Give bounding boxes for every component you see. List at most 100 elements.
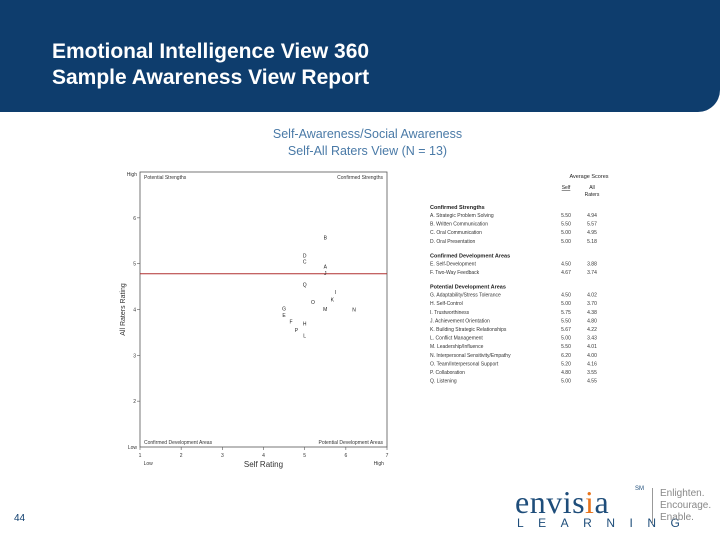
data-point-k: K <box>331 297 335 303</box>
plot-frame <box>139 171 388 448</box>
x-tick-label: 1 <box>139 453 142 459</box>
x-tick-label: 6 <box>344 453 347 459</box>
y-tick-label: 2 <box>133 399 136 405</box>
table-row-label: L. Conflict Management <box>430 336 483 342</box>
table-row-label: C. Oral Communication <box>430 230 482 236</box>
table-row-self: 6.20 <box>561 353 571 359</box>
table-row-all: 4.94 <box>587 213 597 219</box>
slide-title-line-2: Sample Awareness View Report <box>52 66 370 89</box>
table-row-label: O. Team/Interpersonal Support <box>430 361 499 367</box>
table-row-self: 4.50 <box>561 293 571 299</box>
logo-tagline-1: Enlighten. <box>660 488 705 499</box>
quadrant-label-bottom-right: Potential Development Areas <box>319 440 384 446</box>
y-tick-label: 4 <box>133 308 136 314</box>
table-row-label: J. Achievement Orientation <box>430 318 490 324</box>
table-row-label: D. Oral Presentation <box>430 239 476 245</box>
x-tick-label: 7 <box>386 453 389 459</box>
data-point-g: G <box>282 307 286 313</box>
table-col-self: Self <box>562 185 571 191</box>
y-tick-label: 6 <box>133 216 136 222</box>
table-row-label: G. Adaptability/Stress Tolerance <box>430 293 501 299</box>
table-row-all: 4.95 <box>587 230 597 236</box>
logo-divider <box>652 488 653 524</box>
logo-learning: LEARNING <box>517 516 695 530</box>
table-row-self: 5.00 <box>561 239 571 245</box>
table-col-all-2: Raters <box>585 192 600 198</box>
table-row-label: F. Two-Way Feedback <box>430 270 480 276</box>
table-row-label: N. Interpersonal Sensitivity/Empathy <box>430 353 511 359</box>
table-row-all: 5.18 <box>587 239 597 245</box>
slide-title-line-1: Emotional Intelligence View 360 <box>52 40 370 63</box>
table-row-self: 5.50 <box>561 318 571 324</box>
table-row-label: B. Written Communication <box>430 222 488 228</box>
logo-tagline-2: Encourage. <box>660 500 712 511</box>
table-group-heading: Confirmed Development Areas <box>430 253 510 259</box>
table-row-self: 4.67 <box>561 270 571 276</box>
table-row-label: H. Self-Control <box>430 301 463 307</box>
table-row-all: 4.22 <box>587 327 597 333</box>
data-point-a: A <box>324 264 328 270</box>
logo-wordmark: envisia <box>515 484 610 520</box>
table-row-label: E. Self-Development <box>430 261 476 267</box>
table-row-self: 4.80 <box>561 370 571 376</box>
table-group-heading: Confirmed Strengths <box>430 205 485 211</box>
table-row-self: 5.75 <box>561 310 571 316</box>
table-row-all: 3.70 <box>587 301 597 307</box>
data-point-i: I <box>335 290 336 296</box>
quadrant-label-bottom-left: Confirmed Development Areas <box>144 440 213 446</box>
x-high-label: High <box>374 461 385 467</box>
table-row-label: K. Building Strategic Relationships <box>430 327 507 333</box>
table-row-all: 3.74 <box>587 270 597 276</box>
table-row-all: 4.55 <box>587 379 597 385</box>
data-point-b: B <box>324 236 328 242</box>
chart-subtitle: Self-All Raters View (N = 13) <box>287 144 448 158</box>
data-point-e: E <box>282 313 286 319</box>
table-row-label: Q. Listening <box>430 379 457 385</box>
table-row-all: 4.00 <box>587 353 597 359</box>
data-point-j: J <box>324 271 327 277</box>
table-row-label: P. Collaboration <box>430 370 465 376</box>
x-tick-label: 5 <box>303 453 306 459</box>
x-axis-title: Self Rating <box>244 460 283 469</box>
quadrant-label-top-left: Potential Strengths <box>144 175 187 181</box>
data-point-c: C <box>303 259 307 265</box>
table-row-self: 5.50 <box>561 222 571 228</box>
envisia-learning-logo: envisia SM LEARNING Enlighten. Encourage… <box>510 484 712 530</box>
logo-service-mark: SM <box>635 486 644 492</box>
table-row-label: M. Leadership/Influence <box>430 344 484 350</box>
table-title: Average Scores <box>569 174 608 180</box>
y-tick-label: 5 <box>133 262 136 268</box>
table-row-all: 4.16 <box>587 361 597 367</box>
table-row-label: I. Trustworthiness <box>430 310 470 316</box>
data-point-d: D <box>303 253 307 259</box>
title-banner: Emotional Intelligence View 360 Sample A… <box>0 0 720 112</box>
table-row-self: 5.00 <box>561 230 571 236</box>
quadrant-label-top-right: Confirmed Strengths <box>337 175 383 181</box>
table-row-label: A. Strategic Problem Solving <box>430 213 494 219</box>
table-row-self: 5.00 <box>561 379 571 385</box>
table-row-self: 5.50 <box>561 344 571 350</box>
data-point-l: L <box>303 334 306 340</box>
x-tick-label: 3 <box>221 453 224 459</box>
table-row-self: 5.20 <box>561 361 571 367</box>
table-row-all: 4.38 <box>587 310 597 316</box>
x-tick-label: 2 <box>180 453 183 459</box>
table-row-all: 4.01 <box>587 344 597 350</box>
y-tick-label: 3 <box>133 353 136 359</box>
table-row-all: 3.55 <box>587 370 597 376</box>
data-point-q: Q <box>303 282 307 288</box>
data-point-f: F <box>290 319 293 325</box>
table-row-self: 5.50 <box>561 213 571 219</box>
table-row-self: 5.00 <box>561 336 571 342</box>
table-row-self: 5.00 <box>561 301 571 307</box>
table-row-all: 4.02 <box>587 293 597 299</box>
table-row-all: 4.80 <box>587 318 597 324</box>
table-col-all-1: All <box>589 185 595 191</box>
y-low-label: Low <box>128 445 138 451</box>
x-tick-label: 4 <box>262 453 265 459</box>
table-row-all: 5.57 <box>587 222 597 228</box>
chart-title: Self-Awareness/Social Awareness <box>272 127 463 141</box>
table-row-self: 5.67 <box>561 327 571 333</box>
table-row-all: 3.88 <box>587 261 597 267</box>
